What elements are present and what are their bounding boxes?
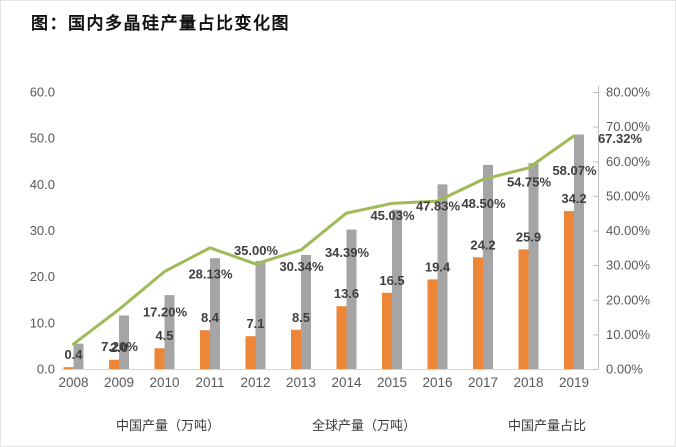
x-axis-year-label: 2013 bbox=[286, 375, 316, 390]
global-production-bar bbox=[574, 134, 584, 369]
china-production-value-label: 24.2 bbox=[470, 237, 495, 252]
china-production-value-label: 34.2 bbox=[561, 191, 586, 206]
china-share-pct-label: 48.50% bbox=[461, 196, 506, 211]
legend-label-china-production: 中国产量（万吨） bbox=[116, 418, 221, 433]
china-share-pct-label: 47.83% bbox=[416, 198, 461, 213]
legend-label-global-production: 全球产量（万吨） bbox=[312, 418, 417, 433]
china-production-bar bbox=[109, 359, 119, 369]
x-axis-year-label: 2019 bbox=[559, 375, 589, 390]
china-share-pct-label: 35.00% bbox=[234, 243, 279, 258]
china-production-bar bbox=[154, 348, 165, 369]
x-axis-year-label: 2014 bbox=[331, 375, 362, 390]
global-production-bar bbox=[483, 164, 493, 369]
right-axis-tick-label: 50.00% bbox=[606, 188, 651, 203]
global-production-bar bbox=[437, 184, 448, 369]
china-production-bar bbox=[336, 306, 347, 369]
china-production-bar bbox=[518, 249, 529, 369]
china-production-bar bbox=[63, 367, 74, 369]
left-axis-tick-label: 10.0 bbox=[30, 315, 55, 330]
left-axis-tick-label: 40.0 bbox=[30, 177, 55, 192]
china-share-line-swatch-icon bbox=[465, 423, 501, 427]
global-production-bar bbox=[255, 260, 266, 369]
china-production-value-label: 0.4 bbox=[64, 347, 83, 362]
china-production-value-label: 8.4 bbox=[201, 310, 220, 325]
china-production-bar bbox=[200, 330, 210, 369]
global-production-bar bbox=[301, 254, 311, 369]
china-production-value-label: 7.1 bbox=[246, 316, 264, 331]
china-share-pct-label: 67.32% bbox=[598, 131, 643, 146]
x-axis-year-label: 2015 bbox=[377, 375, 407, 390]
left-axis-tick-label: 30.0 bbox=[30, 223, 55, 238]
china-production-bar bbox=[291, 329, 301, 369]
global-production-bar bbox=[528, 163, 539, 369]
global-production-bar bbox=[210, 258, 220, 369]
right-axis-tick-label: 0.00% bbox=[606, 362, 643, 377]
right-axis-tick-label: 70.00% bbox=[606, 119, 651, 134]
x-axis-year-label: 2009 bbox=[104, 375, 134, 390]
china-production-bar bbox=[382, 292, 392, 369]
china-production-bar bbox=[564, 211, 574, 369]
china-production-value-label: 25.9 bbox=[516, 229, 541, 244]
china-production-value-label: 16.5 bbox=[379, 273, 404, 288]
china-share-line bbox=[72, 134, 576, 346]
global-production-bar bbox=[119, 315, 129, 369]
legend-item-china-production: 中国产量（万吨） bbox=[73, 415, 220, 434]
x-axis-year-label: 2012 bbox=[240, 375, 270, 390]
legend-label-china-share: 中国产量占比 bbox=[508, 418, 587, 433]
china-share-pct-label: 45.03% bbox=[370, 208, 415, 223]
x-axis-year-label: 2008 bbox=[58, 375, 88, 390]
global-production-swatch-icon bbox=[269, 420, 305, 430]
legend-item-global-production: 全球产量（万吨） bbox=[269, 415, 416, 434]
x-axis-year-label: 2016 bbox=[422, 375, 452, 390]
left-axis-tick-label: 20.0 bbox=[30, 269, 55, 284]
polysilicon-combo-chart: 0.0 10.0 20.0 30.0 40.0 50.0 60.0 0.00% 10.00% 20… bbox=[30, 85, 651, 391]
right-axis-tick-label: 30.00% bbox=[606, 258, 651, 273]
china-production-bar bbox=[427, 279, 438, 369]
global-production-bar bbox=[164, 295, 175, 369]
x-axis-year-label: 2011 bbox=[195, 375, 224, 390]
right-axis-tick-label: 80.00% bbox=[606, 85, 651, 100]
china-production-swatch-icon bbox=[73, 420, 109, 430]
x-axis-year-label: 2017 bbox=[468, 375, 498, 390]
china-share-pct-label: 7.20% bbox=[101, 339, 138, 354]
x-axis-year-label: 2018 bbox=[513, 375, 543, 390]
right-axis-tick-label: 40.00% bbox=[606, 223, 651, 238]
china-production-value-label: 13.6 bbox=[334, 286, 359, 301]
right-axis-tick-label: 60.00% bbox=[606, 154, 651, 169]
china-production-value-label: 8.5 bbox=[292, 310, 310, 325]
china-share-pct-label: 58.07% bbox=[552, 163, 597, 178]
global-production-bar bbox=[73, 343, 84, 369]
right-axis-tick-label: 20.00% bbox=[606, 292, 651, 307]
china-share-pct-label: 28.13% bbox=[188, 267, 233, 282]
china-production-bar bbox=[473, 257, 483, 369]
legend-item-china-share: 中国产量占比 bbox=[465, 415, 586, 434]
left-axis-tick-label: 50.0 bbox=[30, 131, 55, 146]
china-production-bar bbox=[245, 336, 256, 369]
global-production-bar bbox=[346, 229, 357, 369]
china-production-value-label: 19.4 bbox=[425, 259, 451, 274]
left-axis-tick-label: 0.0 bbox=[37, 362, 55, 377]
china-production-value-label: 4.5 bbox=[155, 328, 173, 343]
left-axis-tick-label: 60.0 bbox=[30, 85, 55, 100]
x-axis-year-label: 2010 bbox=[149, 375, 179, 390]
right-axis-tick-label: 10.00% bbox=[606, 327, 651, 342]
chart-legend: 中国产量（万吨） 全球产量（万吨） 中国产量占比 bbox=[73, 415, 586, 434]
china-production-value-label: 2.0 bbox=[110, 340, 128, 355]
china-share-pct-label: 17.20% bbox=[143, 304, 188, 319]
china-share-pct-label: 34.39% bbox=[325, 245, 370, 260]
china-share-pct-label: 30.34% bbox=[279, 259, 324, 274]
global-production-bar bbox=[392, 209, 402, 369]
china-share-pct-label: 54.75% bbox=[507, 174, 552, 189]
figure-title: 图：国内多晶硅产量占比变化图 bbox=[31, 14, 290, 33]
